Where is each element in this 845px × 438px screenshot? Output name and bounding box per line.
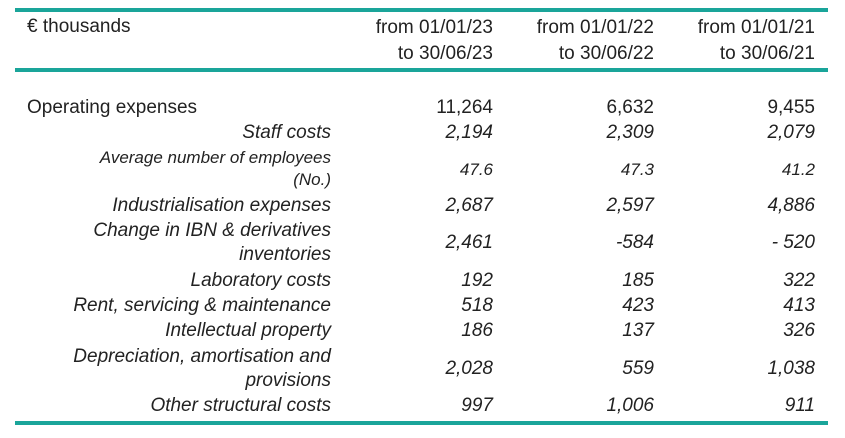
row-label: Laboratory costs <box>190 270 331 291</box>
row-label-line2: inventories <box>239 244 331 265</box>
table-row-laboratory-costs: Laboratory costs 192 185 322 <box>15 269 828 293</box>
column-header-2021: from 01/01/21 to 30/06/21 <box>645 15 815 67</box>
row-label-line1: Average number of employees <box>99 148 331 167</box>
table-row-depreciation: Depreciation, amortisation and provision… <box>15 345 828 393</box>
row-label-line2: (No.) <box>293 170 331 189</box>
cell-value: 192 <box>461 270 493 291</box>
column-header-line2: to 30/06/22 <box>558 43 654 64</box>
cell-value: 6,632 <box>606 97 654 118</box>
table-row-ibn-inventories: Change in IBN & derivatives inventories … <box>15 219 828 267</box>
top-rule <box>15 8 828 12</box>
table-row-staff-costs: Staff costs 2,194 2,309 2,079 <box>15 121 828 145</box>
cell-value: 997 <box>461 395 493 416</box>
cell-value: 423 <box>622 295 654 316</box>
cell-value: 137 <box>622 320 654 341</box>
cell-value: 41.2 <box>781 160 815 179</box>
cell-value: 559 <box>622 358 654 379</box>
header-rule <box>15 68 828 72</box>
unit-header: € thousands <box>27 16 131 37</box>
row-label-line1: Depreciation, amortisation and <box>73 346 331 367</box>
table-row-industrialisation: Industrialisation expenses 2,687 2,597 4… <box>15 194 828 218</box>
cell-value: -584 <box>615 232 654 253</box>
row-label: Operating expenses <box>27 97 198 118</box>
cell-value: 2,194 <box>445 122 493 143</box>
cell-value: 9,455 <box>767 97 815 118</box>
row-label-line1: Change in IBN & derivatives <box>93 220 331 241</box>
column-header-2022: from 01/01/22 to 30/06/22 <box>484 15 654 67</box>
table-row-average-employees: Average number of employees (No.) 47.6 4… <box>15 147 828 195</box>
row-label-line2: provisions <box>245 370 331 391</box>
column-header-2023: from 01/01/23 to 30/06/23 <box>323 15 493 67</box>
cell-value: 413 <box>783 295 815 316</box>
cell-value: 2,461 <box>445 232 493 253</box>
cell-value: 47.3 <box>620 160 654 179</box>
table-row-other-structural: Other structural costs 997 1,006 911 <box>15 394 828 418</box>
cell-value: 47.6 <box>459 160 493 179</box>
cell-value: 186 <box>461 320 493 341</box>
column-header-line1: from 01/01/23 <box>375 17 493 38</box>
table-row-rent-servicing: Rent, servicing & maintenance 518 423 41… <box>15 294 828 318</box>
cell-value: 2,028 <box>445 358 493 379</box>
row-label: Other structural costs <box>150 395 331 416</box>
table-row-operating-expenses: Operating expenses 11,264 6,632 9,455 <box>15 96 828 120</box>
cell-value: 2,687 <box>445 195 493 216</box>
row-label: Staff costs <box>242 122 331 143</box>
bottom-rule <box>15 421 828 425</box>
cell-value: 326 <box>783 320 815 341</box>
row-label: Industrialisation expenses <box>112 195 331 216</box>
cell-value: 185 <box>622 270 654 291</box>
cell-value: - 520 <box>771 232 815 253</box>
cell-value: 4,886 <box>767 195 815 216</box>
row-label: Intellectual property <box>165 320 331 341</box>
expenses-table: € thousands from 01/01/23 to 30/06/23 fr… <box>15 8 828 426</box>
column-header-line1: from 01/01/21 <box>697 17 815 38</box>
column-header-line2: to 30/06/21 <box>719 43 815 64</box>
cell-value: 1,006 <box>606 395 654 416</box>
cell-value: 911 <box>784 395 815 416</box>
cell-value: 11,264 <box>436 97 493 118</box>
column-header-line2: to 30/06/23 <box>397 43 493 64</box>
cell-value: 2,597 <box>606 195 654 216</box>
table-row-intellectual-property: Intellectual property 186 137 326 <box>15 319 828 343</box>
row-label: Rent, servicing & maintenance <box>73 295 331 316</box>
column-header-line1: from 01/01/22 <box>536 17 654 38</box>
cell-value: 322 <box>783 270 815 291</box>
cell-value: 2,079 <box>767 122 815 143</box>
cell-value: 1,038 <box>767 358 815 379</box>
cell-value: 2,309 <box>606 122 654 143</box>
cell-value: 518 <box>461 295 493 316</box>
